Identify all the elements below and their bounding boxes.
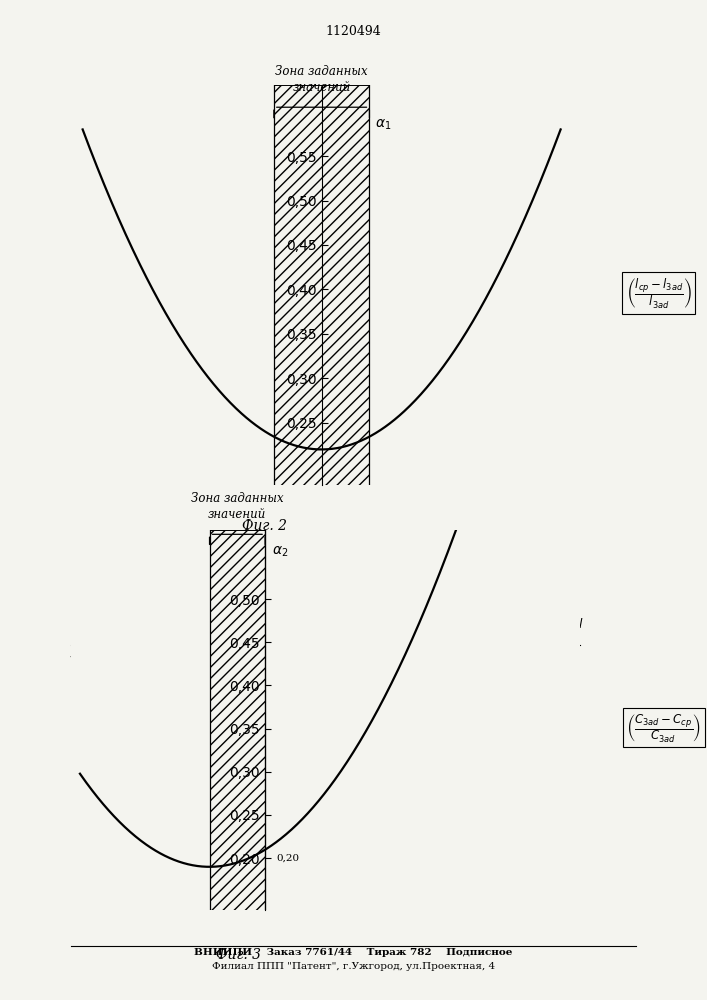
Text: Фиг. 2: Фиг. 2 [242, 519, 286, 533]
Text: 1120494: 1120494 [326, 25, 381, 38]
Text: $\alpha_1$: $\alpha_1$ [375, 118, 392, 132]
Text: Зона заданных
значений: Зона заданных значений [191, 492, 284, 521]
Text: $\Delta l$: $\Delta l$ [570, 617, 584, 631]
Text: $\left(\dfrac{C_{3ad}-C_{cp}}{C_{3ad}}\right)$: $\left(\dfrac{C_{3ad}-C_{cp}}{C_{3ad}}\r… [626, 712, 701, 744]
Text: $\left(\dfrac{l_{cp}-l_{3ad}}{l_{3ad}}\right)$: $\left(\dfrac{l_{cp}-l_{3ad}}{l_{3ad}}\r… [626, 276, 691, 310]
Text: Филиал ППП "Патент", г.Ужгород, ул.Проектная, 4: Филиал ППП "Патент", г.Ужгород, ул.Проек… [212, 962, 495, 971]
Bar [209, 530, 265, 910]
Text: 0,20: 0,20 [276, 854, 299, 862]
Bar [274, 85, 370, 485]
Text: $\alpha_2$: $\alpha_2$ [272, 544, 289, 559]
Text: Фиг. 3: Фиг. 3 [216, 948, 261, 962]
Text: ВНИИПИ    Заказ 7761/44    Тираж 782    Подписное: ВНИИПИ Заказ 7761/44 Тираж 782 Подписное [194, 948, 513, 957]
Text: Зона заданных
значений: Зона заданных значений [275, 65, 368, 94]
Text: $\left(\dfrac{l_{cp}-l_{3ad}}{l_{3ad}}\right)$: $\left(\dfrac{l_{cp}-l_{3ad}}{l_{3ad}}\r… [626, 276, 691, 310]
